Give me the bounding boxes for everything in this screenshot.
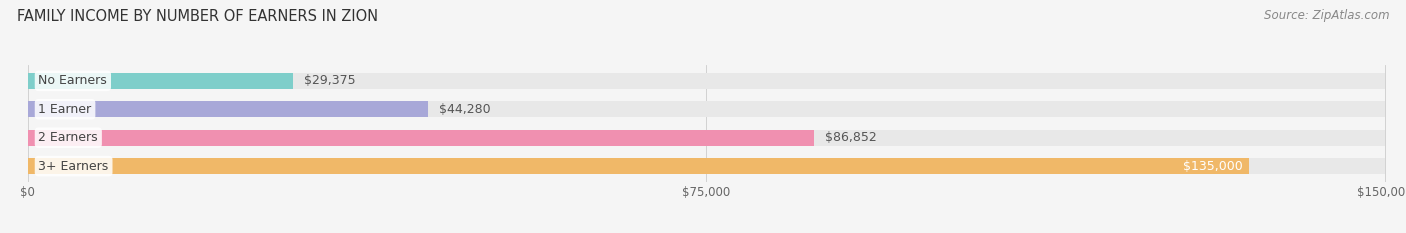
Bar [28, 158, 1250, 174]
Bar [28, 130, 1385, 146]
Text: Source: ZipAtlas.com: Source: ZipAtlas.com [1264, 9, 1389, 22]
Bar [28, 73, 294, 89]
Text: $29,375: $29,375 [304, 74, 356, 87]
Text: 1 Earner: 1 Earner [38, 103, 91, 116]
Text: 3+ Earners: 3+ Earners [38, 160, 108, 173]
Text: $135,000: $135,000 [1182, 160, 1243, 173]
Text: 2 Earners: 2 Earners [38, 131, 98, 144]
Bar [28, 101, 1385, 117]
Text: $44,280: $44,280 [439, 103, 491, 116]
Text: $86,852: $86,852 [824, 131, 876, 144]
Bar [28, 130, 814, 146]
Bar [28, 73, 1385, 89]
Bar [28, 101, 429, 117]
Text: No Earners: No Earners [38, 74, 107, 87]
Text: FAMILY INCOME BY NUMBER OF EARNERS IN ZION: FAMILY INCOME BY NUMBER OF EARNERS IN ZI… [17, 9, 378, 24]
Bar [28, 158, 1385, 174]
